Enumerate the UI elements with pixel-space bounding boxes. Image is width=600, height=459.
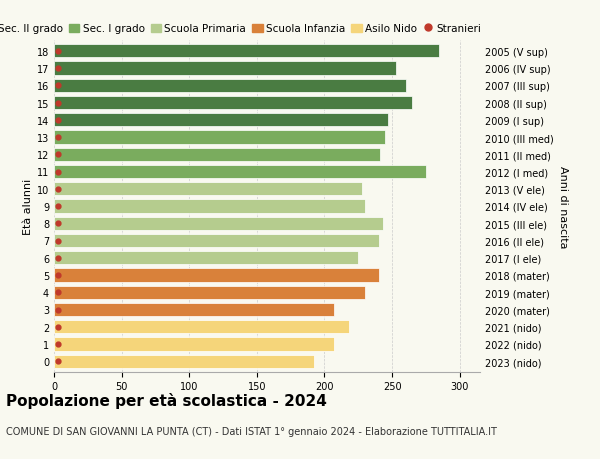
Bar xyxy=(54,355,314,368)
Bar xyxy=(54,114,388,127)
Y-axis label: Età alunni: Età alunni xyxy=(23,179,32,235)
Bar xyxy=(54,337,334,351)
Bar xyxy=(54,131,385,145)
Bar xyxy=(54,79,406,93)
Bar xyxy=(54,165,426,179)
Bar xyxy=(54,148,380,162)
Bar xyxy=(54,303,334,317)
Text: Popolazione per età scolastica - 2024: Popolazione per età scolastica - 2024 xyxy=(6,392,327,409)
Bar xyxy=(54,62,396,76)
Text: COMUNE DI SAN GIOVANNI LA PUNTA (CT) - Dati ISTAT 1° gennaio 2024 - Elaborazione: COMUNE DI SAN GIOVANNI LA PUNTA (CT) - D… xyxy=(6,426,497,436)
Bar xyxy=(54,183,362,196)
Bar xyxy=(54,320,349,334)
Bar xyxy=(54,286,365,299)
Bar xyxy=(54,96,412,110)
Bar xyxy=(54,45,439,58)
Bar xyxy=(54,269,379,282)
Y-axis label: Anni di nascita: Anni di nascita xyxy=(557,165,568,248)
Bar xyxy=(54,200,365,213)
Bar xyxy=(54,252,358,265)
Bar xyxy=(54,234,379,248)
Legend: Sec. II grado, Sec. I grado, Scuola Primaria, Scuola Infanzia, Asilo Nido, Stran: Sec. II grado, Sec. I grado, Scuola Prim… xyxy=(0,20,486,39)
Bar xyxy=(54,217,383,230)
